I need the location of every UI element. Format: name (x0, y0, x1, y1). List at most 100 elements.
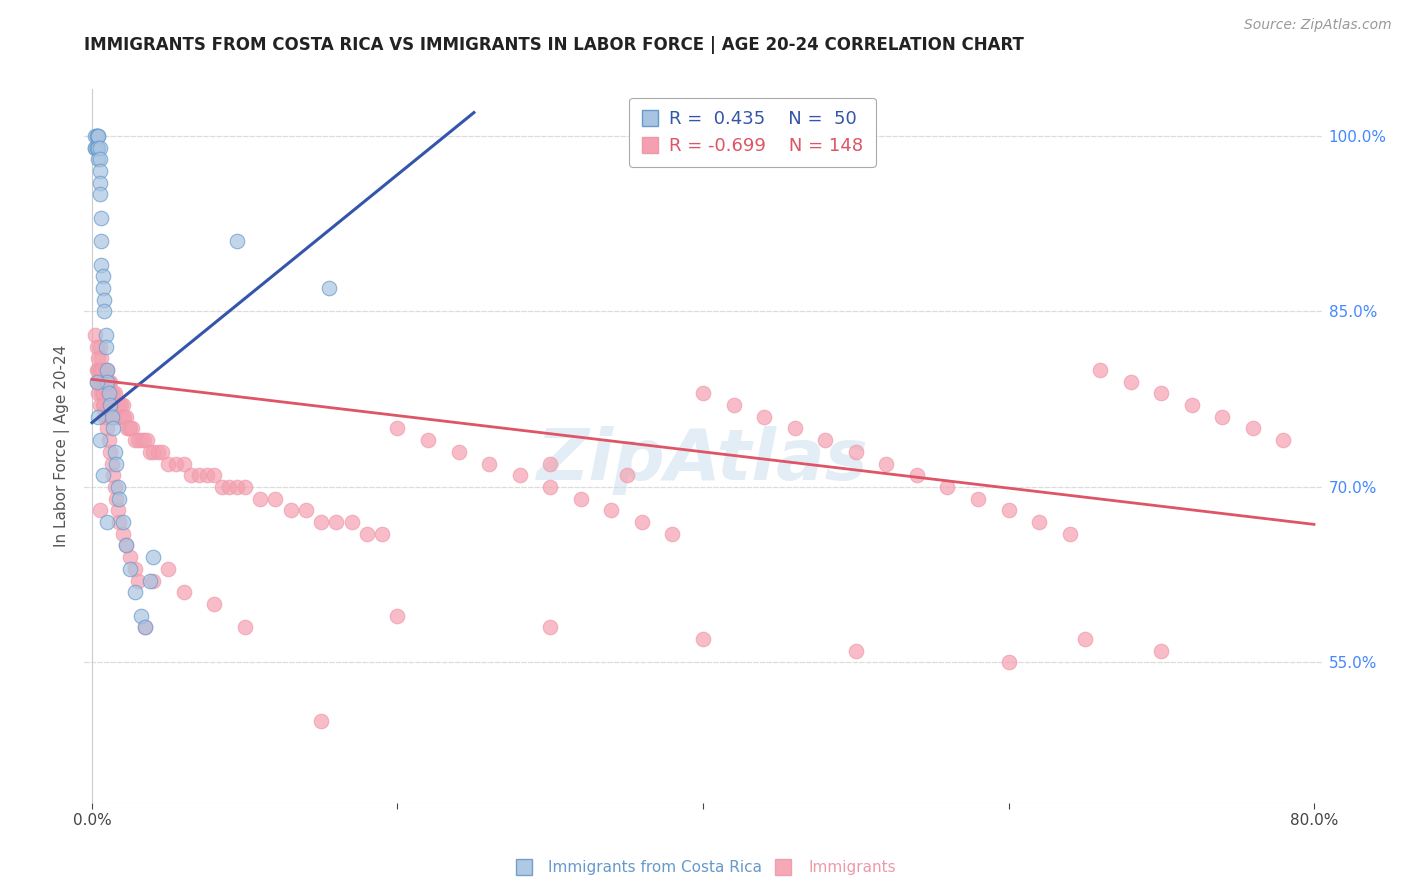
Point (616, 468, 638, 483)
Point (1119, 375, 1142, 389)
Point (89, 433, 111, 447)
Point (94, 398, 117, 412)
Point (114, 409, 136, 424)
Point (104, 480, 127, 494)
Point (157, 457, 180, 471)
Point (104, 398, 127, 412)
Point (94, 340, 117, 354)
Point (124, 585, 146, 599)
Point (905, 468, 928, 483)
Point (89, 375, 111, 389)
Point (97, 386, 120, 401)
Point (97, 433, 120, 447)
Point (89, 153, 111, 167)
Point (105, 409, 128, 424)
Point (91, 363, 114, 377)
Point (91, 375, 114, 389)
Point (84, 128, 107, 143)
Point (86, 375, 108, 389)
Point (165, 457, 187, 471)
Point (538, 457, 561, 471)
Point (120, 550, 142, 565)
Point (91, 386, 114, 401)
Point (101, 457, 124, 471)
Point (103, 421, 125, 435)
Point (89, 164, 111, 178)
Y-axis label: In Labor Force | Age 20-24: In Labor Force | Age 20-24 (55, 345, 70, 547)
Point (93, 398, 115, 412)
Point (84, 141, 107, 155)
Point (202, 468, 225, 483)
Point (967, 491, 990, 506)
Point (845, 445, 868, 459)
Point (114, 538, 136, 552)
Point (90, 211, 112, 225)
Point (478, 457, 501, 471)
Point (538, 480, 561, 494)
Point (218, 480, 240, 494)
Point (96, 375, 118, 389)
Point (1059, 526, 1081, 541)
Point (91, 281, 114, 295)
Point (226, 480, 249, 494)
Point (90, 258, 112, 272)
Point (104, 445, 127, 459)
Point (98, 375, 121, 389)
Point (129, 608, 152, 623)
Point (108, 515, 131, 529)
Point (202, 597, 225, 611)
Point (936, 480, 959, 494)
Point (96, 515, 118, 529)
Point (1150, 644, 1173, 658)
Point (124, 433, 146, 447)
Point (340, 515, 363, 529)
Point (105, 398, 128, 412)
Point (96, 386, 118, 401)
Point (997, 656, 1019, 670)
Point (86, 141, 108, 155)
Point (150, 445, 173, 459)
Point (187, 468, 209, 483)
Point (661, 526, 683, 541)
Point (108, 409, 131, 424)
Point (105, 491, 128, 506)
Point (89, 503, 111, 517)
Point (111, 515, 134, 529)
Point (86, 340, 108, 354)
Point (94, 375, 117, 389)
Point (90, 386, 112, 401)
Point (89, 176, 111, 190)
Point (110, 398, 132, 412)
Point (87, 386, 110, 401)
Point (87, 141, 110, 155)
Point (1150, 386, 1173, 401)
Point (309, 515, 332, 529)
Point (280, 503, 302, 517)
Point (89, 141, 111, 155)
Point (96, 363, 118, 377)
Point (157, 562, 180, 576)
Point (121, 421, 143, 435)
Point (101, 409, 124, 424)
Point (107, 480, 129, 494)
Point (107, 409, 129, 424)
Point (139, 445, 162, 459)
Point (875, 457, 897, 471)
Point (264, 491, 287, 506)
Point (89, 340, 111, 354)
Point (96, 363, 118, 377)
Point (93, 409, 115, 424)
Point (120, 562, 142, 576)
Point (569, 491, 592, 506)
Point (1181, 398, 1204, 412)
Point (1211, 409, 1233, 424)
Point (114, 538, 136, 552)
Point (86, 363, 108, 377)
Point (692, 386, 714, 401)
Point (84, 141, 107, 155)
Point (371, 526, 394, 541)
Point (111, 398, 134, 412)
Point (87, 409, 110, 424)
Point (249, 491, 271, 506)
Point (146, 445, 169, 459)
